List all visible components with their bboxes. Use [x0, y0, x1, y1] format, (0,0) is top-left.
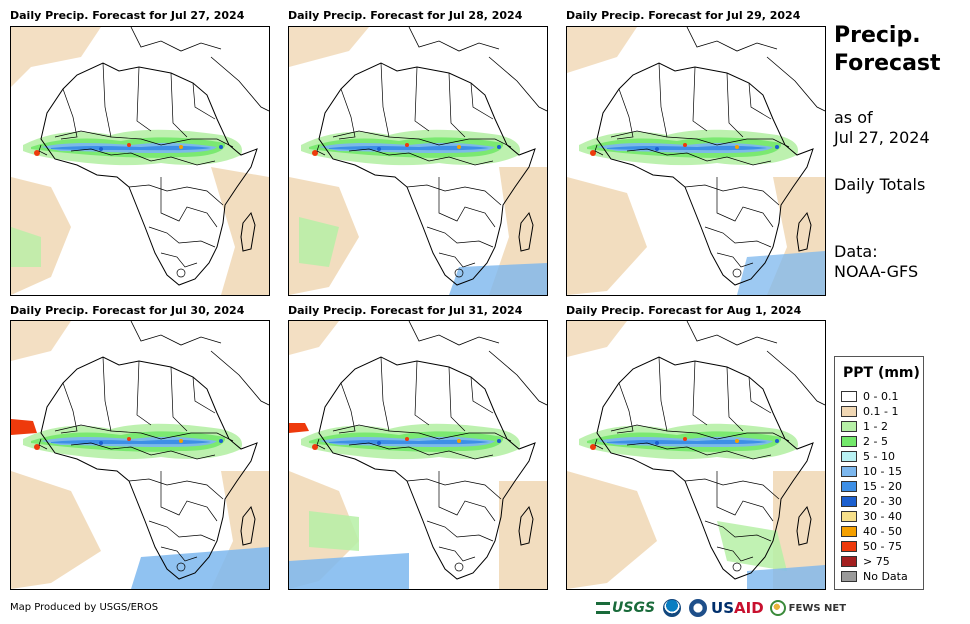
legend-label: 50 - 75: [863, 540, 902, 553]
legend-label: > 75: [863, 555, 890, 568]
side-title: Precip. Forecast: [834, 22, 941, 78]
logo-strip: USGS USAID FEWS NET: [596, 597, 846, 619]
legend-item: 2 - 5: [841, 434, 888, 449]
legend-label: 1 - 2: [863, 420, 888, 433]
legend-swatch: [841, 391, 857, 402]
map-panel-2: [288, 26, 548, 296]
map-panel-5: [288, 320, 548, 590]
fews-net-logo-text: FEWS NET: [788, 602, 847, 614]
legend: PPT (mm) 0 - 0.1 0.1 - 1 1 - 2 2 - 5 5 - 10 1…: [834, 356, 924, 590]
legend-item: 50 - 75: [841, 539, 902, 554]
legend-item: 0 - 0.1: [841, 389, 898, 404]
data-source-value: NOAA-GFS: [834, 262, 919, 281]
legend-swatch: [841, 511, 857, 522]
legend-swatch: [841, 466, 857, 477]
usgs-wave-icon: [596, 602, 610, 614]
panel-title-2: Daily Precip. Forecast for Jul 28, 2024: [288, 9, 523, 22]
map-panel-3: [566, 26, 826, 296]
legend-title: PPT (mm): [843, 365, 920, 381]
legend-item: 20 - 30: [841, 494, 902, 509]
as-of-date: Jul 27, 2024: [834, 128, 930, 147]
map-panel-1: [10, 26, 270, 296]
as-of-label: as of: [834, 108, 873, 127]
legend-item: 40 - 50: [841, 524, 902, 539]
legend-item: No Data: [841, 569, 908, 584]
map-panel-6: [566, 320, 826, 590]
usaid-logo-us: US: [711, 599, 735, 617]
legend-item: 5 - 10: [841, 449, 895, 464]
legend-label: 5 - 10: [863, 450, 895, 463]
data-source-block: Data: NOAA-GFS: [834, 242, 918, 282]
legend-label: No Data: [863, 570, 908, 583]
legend-item: 30 - 40: [841, 509, 902, 524]
side-title-line2: Forecast: [834, 51, 941, 76]
legend-swatch: [841, 436, 857, 447]
legend-swatch: [841, 496, 857, 507]
legend-label: 40 - 50: [863, 525, 902, 538]
panel-title-1: Daily Precip. Forecast for Jul 27, 2024: [10, 9, 245, 22]
legend-swatch: [841, 481, 857, 492]
legend-swatch: [841, 556, 857, 567]
legend-item: 10 - 15: [841, 464, 902, 479]
seal-logo: [689, 599, 708, 617]
legend-item: 15 - 20: [841, 479, 902, 494]
totals-label: Daily Totals: [834, 175, 926, 194]
as-of-block: as of Jul 27, 2024: [834, 108, 930, 148]
legend-swatch: [841, 541, 857, 552]
legend-swatch: [841, 421, 857, 432]
legend-label: 20 - 30: [863, 495, 902, 508]
globe-icon: [769, 600, 786, 616]
map-panel-4: [10, 320, 270, 590]
legend-item: 0.1 - 1: [841, 404, 898, 419]
legend-label: 2 - 5: [863, 435, 888, 448]
legend-swatch: [841, 451, 857, 462]
legend-label: 0.1 - 1: [863, 405, 899, 418]
usgs-logo-text: USGS: [612, 600, 656, 616]
legend-label: 30 - 40: [863, 510, 902, 523]
panel-title-6: Daily Precip. Forecast for Aug 1, 2024: [566, 304, 802, 317]
legend-label: 10 - 15: [863, 465, 902, 478]
legend-swatch: [841, 571, 857, 582]
panel-title-5: Daily Precip. Forecast for Jul 31, 2024: [288, 304, 523, 317]
legend-swatch: [841, 406, 857, 417]
panel-title-3: Daily Precip. Forecast for Jul 29, 2024: [566, 9, 801, 22]
legend-swatch: [841, 526, 857, 537]
fews-net-logo: FEWS NET: [769, 600, 847, 616]
legend-label: 0 - 0.1: [863, 390, 899, 403]
usaid-logo: USAID: [711, 599, 764, 617]
data-source-label: Data:: [834, 242, 878, 261]
side-title-line1: Precip.: [834, 23, 921, 48]
noaa-logo: [663, 599, 682, 617]
usaid-logo-aid: AID: [734, 599, 764, 617]
panel-title-4: Daily Precip. Forecast for Jul 30, 2024: [10, 304, 245, 317]
legend-item: > 75: [841, 554, 890, 569]
usgs-logo: USGS: [596, 600, 655, 616]
legend-item: 1 - 2: [841, 419, 888, 434]
credit-text: Map Produced by USGS/EROS: [10, 602, 159, 613]
legend-label: 15 - 20: [863, 480, 902, 493]
